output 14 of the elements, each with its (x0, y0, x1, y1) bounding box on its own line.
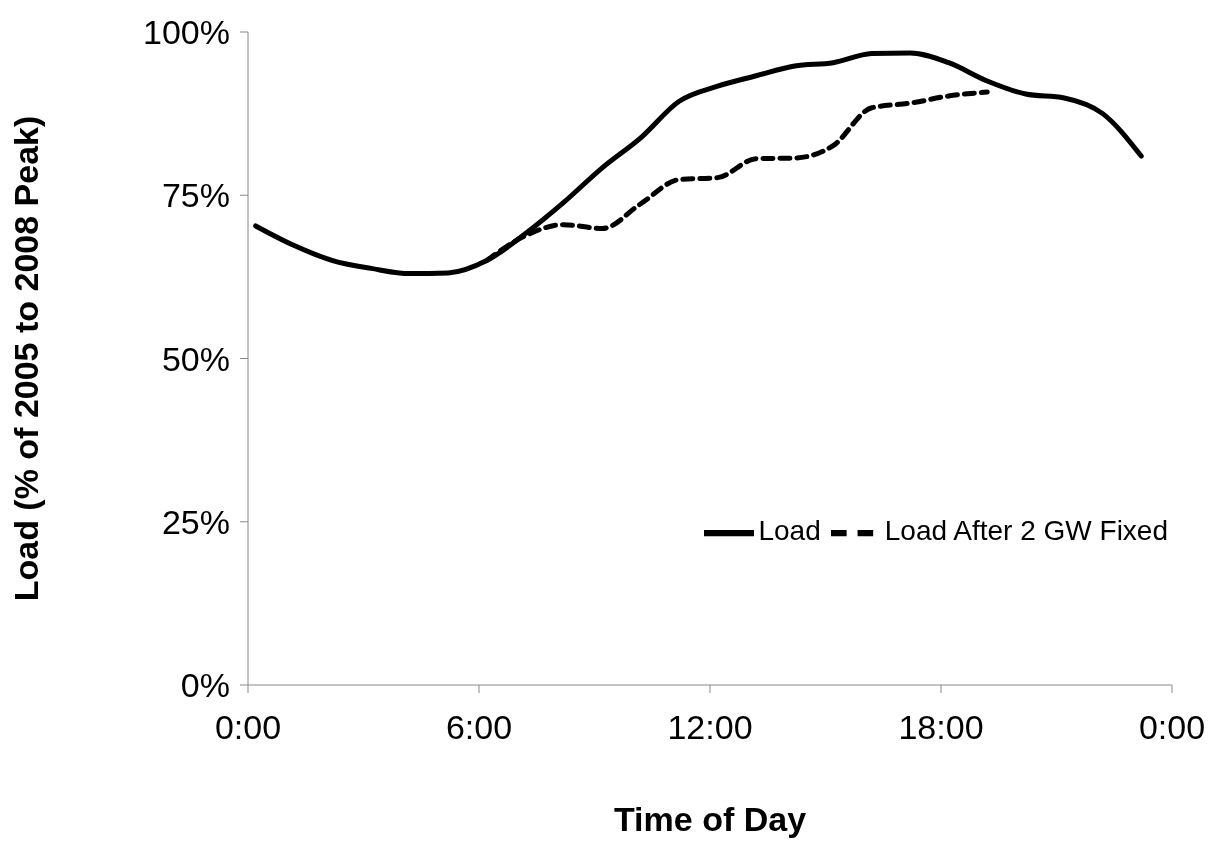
y-tick-label: 50% (161, 339, 230, 378)
x-tick-label: 0:00 (214, 708, 282, 747)
y-tick-label: 100% (143, 13, 230, 52)
y-tick-label: 25% (161, 502, 230, 541)
x-tick-label: 12:00 (667, 708, 753, 747)
y-axis-title: Load (% of 2005 to 2008 Peak) (7, 115, 46, 602)
legend-label: Load (758, 515, 821, 547)
legend-label: Load After 2 GW Fixed (884, 515, 1168, 547)
x-tick-label: 6:00 (445, 708, 513, 747)
x-axis-title: Time of Day (613, 800, 807, 838)
y-tick-label: 75% (161, 176, 230, 215)
x-tick-label: 18:00 (898, 708, 984, 747)
x-tick-label: 0:00 (1138, 708, 1206, 747)
y-tick-label: 0% (180, 666, 230, 705)
